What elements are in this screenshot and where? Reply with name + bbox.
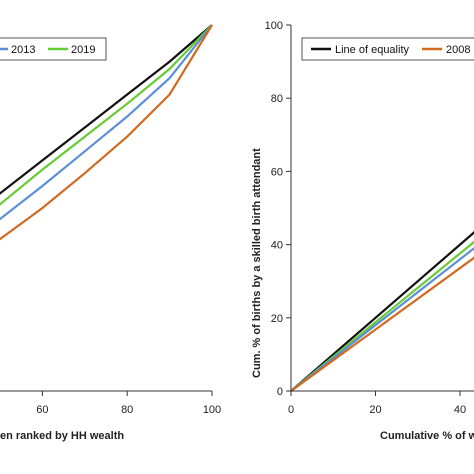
left-chart: 60 80 100 en ranked by HH wealth 2013 2019 [0, 24, 221, 442]
left-series-line-2 [0, 24, 213, 221]
left-x-ticks: 60 80 100 [36, 391, 221, 416]
right-series-line-0 [290, 231, 474, 392]
left-x-axis-title: en ranked by HH wealth [0, 430, 124, 442]
right-x-tick-label: 0 [288, 404, 294, 416]
right-y-tick-label: 0 [277, 386, 283, 398]
right-y-tick-label: 100 [265, 20, 283, 32]
legend-label-2013: 2013 [11, 44, 35, 56]
left-chart-marks [0, 24, 213, 241]
right-y-tick-label: 80 [271, 93, 283, 105]
right-y-tick-label: 40 [271, 240, 283, 252]
left-x-tick-label: 60 [36, 404, 48, 416]
left-series-line-0 [0, 24, 213, 195]
right-series-line-3 [290, 256, 474, 392]
right-series-line-2 [290, 246, 474, 392]
left-legend-box [0, 37, 107, 61]
left-x-tick-label: 80 [121, 404, 133, 416]
right-x-tick-label: 20 [369, 404, 381, 416]
right-y-tick-label: 20 [271, 313, 283, 325]
right-chart: 0 20 40 60 80 100 0 20 40 Cum. % of births by a … [251, 20, 474, 442]
left-x-tick-label: 100 [203, 404, 221, 416]
right-legend-box [301, 37, 474, 61]
legend-label-2008: 2008 [446, 44, 470, 56]
right-x-axis-title: Cumulative % of w [380, 430, 474, 442]
legend-label-line-of-equality: Line of equality [335, 44, 409, 56]
right-y-axis-title: Cum. % of births by a skilled birth atte… [251, 148, 263, 378]
right-ticks: 0 20 40 60 80 100 0 20 40 [265, 20, 466, 416]
legend-label-2019: 2019 [71, 44, 95, 56]
right-x-tick-label: 40 [454, 404, 466, 416]
left-series-line-3 [0, 24, 213, 241]
left-legend: 2013 2019 [0, 37, 107, 61]
right-legend: Line of equality 2008 [301, 37, 474, 61]
right-series-line-1 [290, 240, 474, 392]
right-chart-marks [290, 231, 474, 392]
right-y-tick-label: 60 [271, 166, 283, 178]
left-series-line-1 [0, 24, 213, 206]
